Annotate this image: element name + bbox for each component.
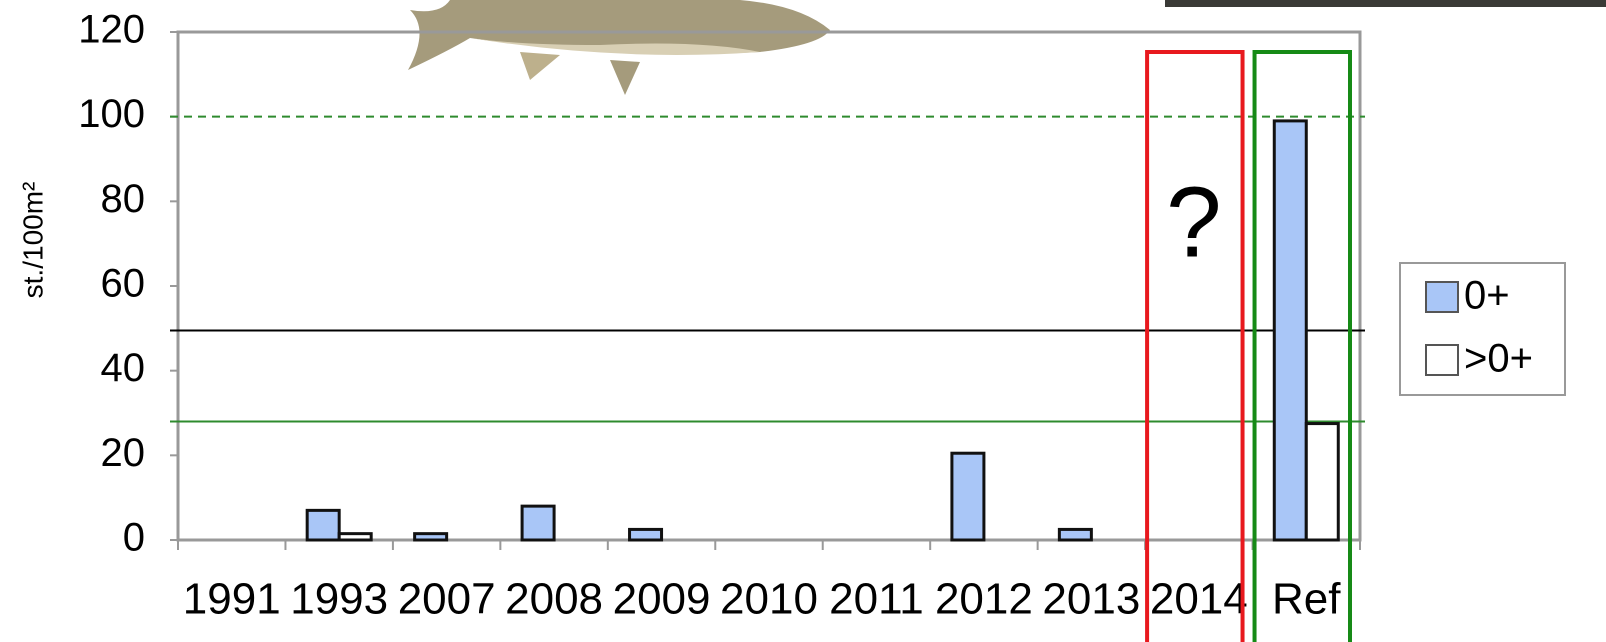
bar [1059, 529, 1091, 540]
x-tick-label: 2007 [398, 575, 496, 624]
y-tick-label: 80 [101, 177, 146, 221]
x-tick-label: Ref [1272, 575, 1341, 624]
annotation: ? [1166, 166, 1222, 278]
highlight-box [1147, 52, 1242, 642]
x-tick-label: 1991 [183, 575, 281, 624]
x-tick-label: 2009 [613, 575, 711, 624]
bar [1274, 121, 1306, 540]
y-tick-label: 60 [101, 262, 146, 306]
x-tick-label: 2008 [505, 575, 603, 624]
x-tick-label: 2012 [935, 575, 1033, 624]
x-tick-label: 2014 [1150, 575, 1248, 624]
legend-swatch [1426, 282, 1458, 312]
y-tick-label: 0 [123, 516, 145, 560]
plot-frame [178, 32, 1360, 540]
y-axis-label: st./100m² [17, 182, 48, 299]
bar [415, 534, 447, 540]
y-tick-label: 40 [101, 346, 146, 390]
legend-swatch [1426, 345, 1458, 375]
bar [522, 506, 554, 540]
y-tick-label: 20 [101, 431, 146, 475]
x-tick-label: 2013 [1042, 575, 1140, 624]
bar [952, 453, 984, 540]
legend-label: 0+ [1464, 274, 1510, 318]
bar [339, 534, 371, 540]
legend-label: >0+ [1464, 337, 1533, 381]
x-tick-label: 1993 [290, 575, 388, 624]
fish-illustration [408, 0, 830, 95]
bar [1306, 424, 1338, 540]
y-tick-label: 100 [78, 92, 145, 136]
chart: st./100m² 020406080100120199119932007200… [0, 0, 1606, 642]
bar [630, 529, 662, 540]
x-tick-label: 2010 [720, 575, 818, 624]
y-tick-label: 120 [78, 8, 145, 52]
bar [307, 510, 339, 540]
x-tick-label: 2011 [829, 575, 924, 624]
photo-fragment [1165, 0, 1606, 7]
